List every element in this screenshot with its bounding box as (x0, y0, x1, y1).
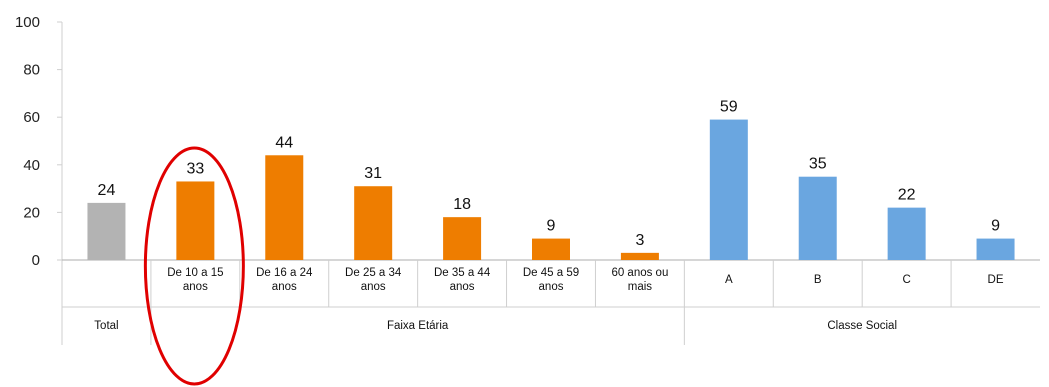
bar (443, 217, 482, 260)
category-label: anos (450, 281, 475, 293)
value-label: 31 (364, 165, 382, 182)
bar (87, 202, 126, 260)
value-label: 18 (453, 196, 471, 213)
group-label: Classe Social (827, 320, 897, 332)
bars (87, 119, 1015, 260)
y-tick-label: 80 (23, 62, 40, 79)
y-axis: 100 80 60 40 20 0 (15, 14, 1040, 345)
bar (176, 181, 215, 260)
y-tick-label: 60 (23, 109, 40, 126)
category-label: De 16 a 24 (256, 267, 313, 279)
y-tick-label: 0 (32, 252, 40, 269)
category-label: anos (272, 281, 297, 293)
category-label: De 45 a 59 (523, 267, 579, 279)
highlight-ellipse (143, 146, 245, 386)
value-label: 3 (635, 232, 644, 249)
y-tick-label: 100 (15, 14, 40, 31)
category-label: anos (361, 281, 386, 293)
category-label: De 25 a 34 (345, 267, 402, 279)
value-label: 33 (186, 160, 204, 177)
category-label: anos (539, 281, 564, 293)
group-label: Faixa Etária (387, 320, 449, 332)
category-label: DE (988, 274, 1004, 286)
value-labels: 24 33 44 31 18 9 3 59 35 22 9 (98, 99, 1001, 249)
category-label: 60 anos ou (611, 267, 668, 279)
value-label: 35 (809, 156, 827, 173)
bar (709, 119, 748, 260)
y-tick-label: 40 (23, 157, 40, 174)
category-label: De 35 a 44 (434, 267, 491, 279)
bar (620, 252, 659, 260)
bar (798, 176, 837, 260)
category-table: De 10 a 15 anos De 16 a 24 anos De 25 a 34 an… (62, 260, 1040, 345)
value-label: 9 (991, 218, 1000, 235)
category-label: anos (183, 281, 208, 293)
category-label: C (902, 274, 910, 286)
bar (354, 186, 393, 260)
bar (265, 155, 304, 260)
value-label: 22 (898, 187, 916, 204)
category-label: B (814, 274, 822, 286)
highlight-annotation (143, 146, 245, 386)
value-label: 59 (720, 99, 738, 116)
value-label: 9 (547, 218, 556, 235)
value-label: 24 (98, 182, 116, 199)
bar (532, 238, 570, 260)
bar (976, 238, 1015, 260)
group-label: Total (94, 320, 118, 332)
bar (887, 207, 926, 260)
y-tick-label: 20 (23, 204, 40, 221)
value-label: 44 (275, 134, 293, 151)
category-label: mais (628, 281, 653, 293)
category-label: A (725, 274, 733, 286)
category-label: De 10 a 15 (167, 267, 223, 279)
